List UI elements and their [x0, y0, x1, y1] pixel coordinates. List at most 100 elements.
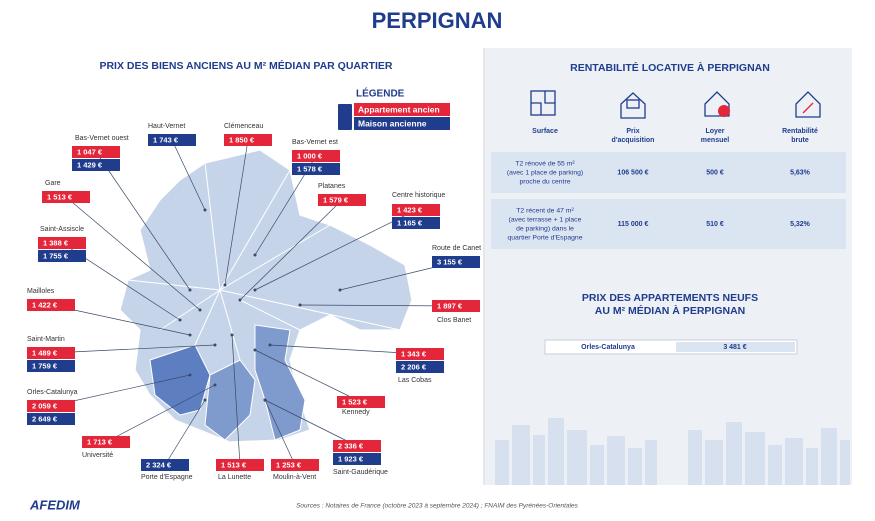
col-header: Prix: [626, 128, 639, 135]
neufs-title: PRIX DES APPARTEMENTS NEUFS: [582, 292, 758, 304]
leader-line: [264, 399, 358, 447]
row-rentabilite: 5,32%: [790, 221, 811, 228]
anchor-dot: [188, 333, 192, 337]
price-box: [224, 134, 272, 146]
leader-line: [239, 199, 343, 301]
price: 1 000 €: [297, 151, 323, 160]
price: 1 743 €: [153, 135, 179, 144]
price: 1 513 €: [221, 460, 247, 469]
neufs-title: AU M² MÉDIAN À PERPIGNAN: [595, 304, 746, 317]
page-title: PERPIGNAN: [372, 8, 503, 33]
price-box: [396, 361, 444, 373]
price: 1 850 €: [229, 135, 255, 144]
leader-line: [105, 384, 216, 443]
legend-title: LÉGENDE: [356, 87, 405, 100]
price: 1 759 €: [32, 361, 58, 370]
col-header: brute: [791, 137, 809, 144]
price-box: [27, 413, 75, 425]
price: 2 206 €: [401, 362, 427, 371]
price-box: [42, 191, 90, 203]
leader-line: [254, 209, 417, 291]
district-name: Platanes: [318, 183, 346, 190]
price-box: [27, 400, 75, 412]
price: 1 523 €: [342, 397, 368, 406]
row-bg: [491, 199, 846, 249]
price: 2 324 €: [146, 460, 172, 469]
col-header: Rentabilité: [782, 128, 818, 135]
anchor-dot: [223, 283, 227, 287]
price-box: [432, 256, 480, 268]
neufs-prix: 3 481 €: [723, 344, 746, 351]
price-box: [432, 300, 480, 312]
neufs-cell-bg: [676, 342, 795, 352]
map-title: PRIX DES BIENS ANCIENS AU M² MÉDIAN PAR …: [99, 59, 392, 72]
legend-swatch: [354, 103, 450, 116]
price-box: [148, 134, 196, 146]
price: 2 649 €: [32, 414, 58, 423]
district-name: Porte d'Espagne: [141, 474, 193, 481]
price-box: [333, 453, 381, 465]
district-name: Route de Canet: [432, 245, 481, 252]
district-name: Gare: [45, 180, 61, 187]
price-box: [396, 348, 444, 360]
price-box: [392, 217, 440, 229]
price: 1 578 €: [297, 164, 323, 173]
price: 1 923 €: [338, 454, 364, 463]
price-box: [27, 347, 75, 359]
anchor-dot: [198, 308, 202, 312]
row-surface: T2 récent de 47 m²: [516, 207, 574, 214]
district-name: Bas-Vernet ouest: [75, 135, 129, 142]
price-box: [82, 436, 130, 448]
district-name: Kennedy: [342, 409, 370, 416]
anchor-dot: [203, 398, 207, 402]
sources: Sources : Notaires de France (octobre 20…: [296, 503, 579, 510]
anchor-dot: [238, 298, 242, 302]
price: 1 713 €: [87, 437, 113, 446]
row-bg: [491, 152, 846, 193]
legend-label: Maison ancienne: [358, 118, 427, 128]
price: 1 423 €: [397, 205, 423, 214]
district-name: Saint-Gaudérique: [333, 469, 388, 476]
district-name: Centre historique: [392, 192, 445, 199]
price-box: [141, 459, 189, 471]
col-header: mensuel: [701, 137, 729, 144]
row-prix: 115 000 €: [618, 221, 649, 228]
price: 1 422 €: [32, 300, 58, 309]
price-box: [38, 237, 86, 249]
price-box: [333, 440, 381, 452]
icons: [530, 90, 821, 119]
leader-line: [95, 151, 191, 291]
district-name: La Lunette: [218, 474, 251, 481]
price: 1 755 €: [43, 251, 69, 260]
price: 2 059 €: [32, 401, 58, 410]
col-header: Loyer: [705, 128, 724, 135]
price-box: [38, 250, 86, 262]
row-surface: proche du centre: [519, 178, 570, 185]
legend-label: Appartement ancien: [358, 104, 440, 114]
district-name: Haut-Vernet: [148, 123, 185, 130]
district-name: Clémenceau: [224, 123, 263, 130]
price-box: [216, 459, 264, 471]
price-box: [72, 146, 120, 158]
price: 1 579 €: [323, 195, 349, 204]
row-surface: quartier Porte d'Espagne: [508, 234, 583, 241]
price-box: [392, 204, 440, 216]
price: 1 513 €: [47, 192, 73, 201]
price-box: [318, 194, 366, 206]
map: [119, 149, 413, 443]
district-name: Université: [82, 452, 113, 459]
anchor-dot: [338, 288, 342, 292]
price: 1 897 €: [437, 301, 463, 310]
row-surface: (avec 1 place de parking): [507, 169, 583, 176]
district-name: Mailloles: [27, 288, 55, 295]
logo: AFEDIM: [29, 497, 81, 512]
col-header: Surface: [532, 128, 558, 135]
anchor-dot: [188, 373, 192, 377]
legend-swatch: [354, 117, 450, 130]
price: 1 047 €: [77, 147, 103, 156]
row-loyer: 510 €: [706, 221, 724, 228]
col-header: d'acquisition: [612, 137, 655, 144]
anchor-dot: [253, 253, 257, 257]
district-name: Saint-Martin: [27, 336, 65, 343]
